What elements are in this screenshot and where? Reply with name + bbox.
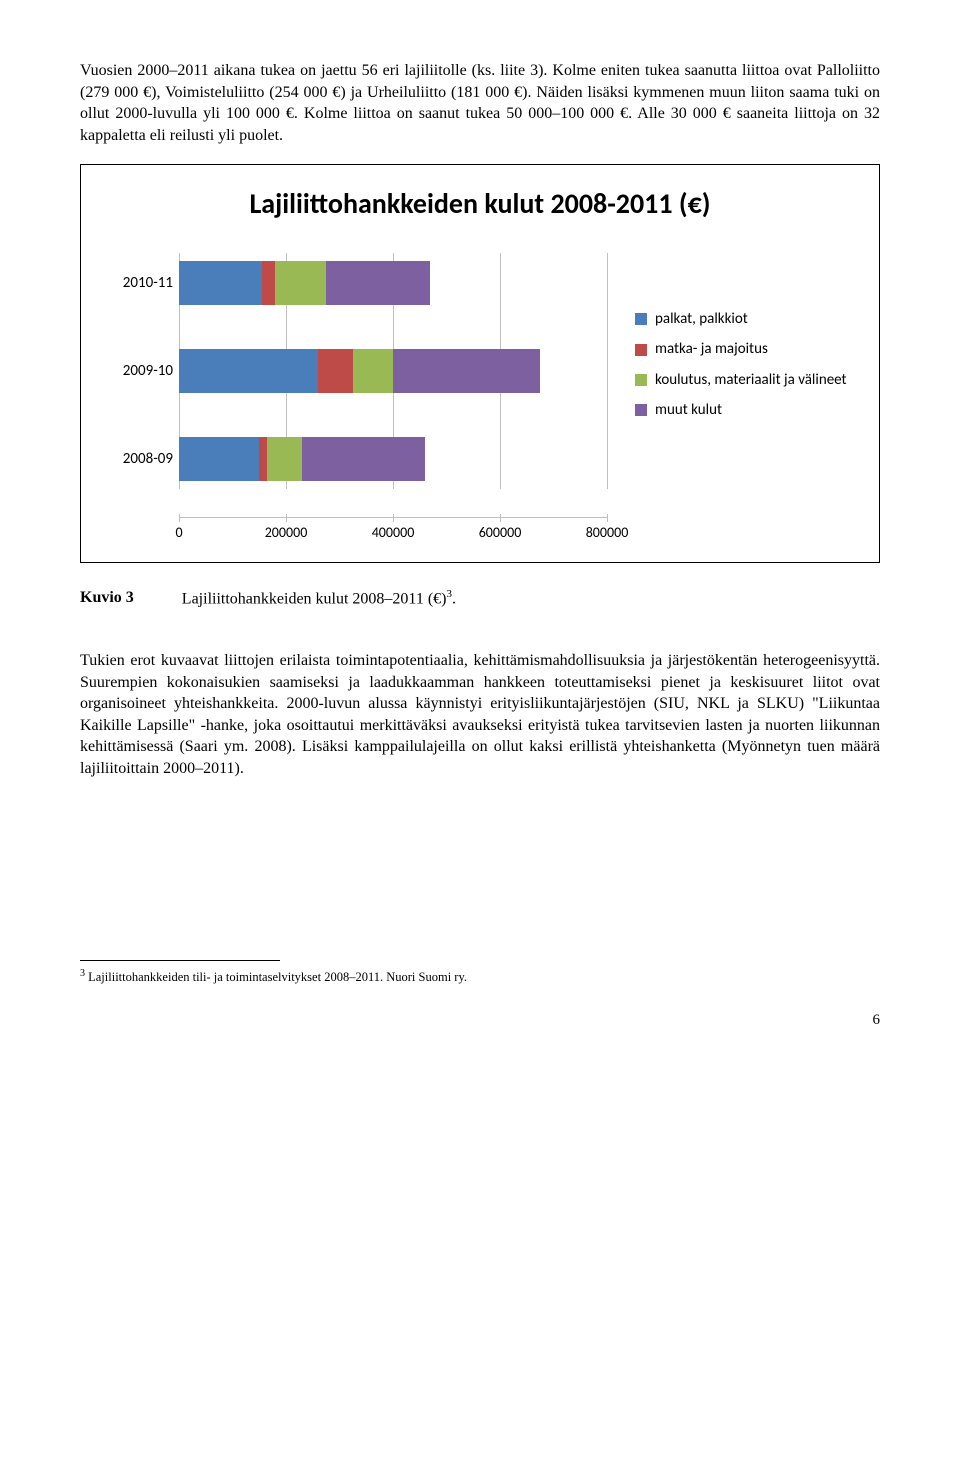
legend-swatch-icon	[635, 404, 647, 416]
bar-row: 2009-10	[105, 341, 607, 401]
bar-segment-palkat	[179, 437, 259, 481]
figure-caption: Kuvio 3 Lajiliittohankkeiden kulut 2008–…	[80, 587, 880, 610]
axis-tick-label: 0	[175, 524, 182, 543]
bar-segment-muut	[302, 437, 425, 481]
caption-key: Kuvio 3	[80, 587, 134, 610]
bar-segment-matka	[318, 349, 353, 393]
bar-segment-matka	[259, 437, 267, 481]
bar-segment-koulutus	[275, 261, 326, 305]
bar-label: 2010-11	[105, 273, 179, 293]
footnote: 3 Lajiliittohankkeiden tili- ja toiminta…	[80, 967, 880, 986]
bar-label: 2009-10	[105, 361, 179, 381]
bar-label: 2008-09	[105, 449, 179, 469]
legend-label: matka- ja majoitus	[655, 339, 768, 359]
footnote-separator	[80, 960, 280, 961]
bar-segment-koulutus	[267, 437, 302, 481]
legend-label: muut kulut	[655, 400, 722, 420]
bar-segment-palkat	[179, 349, 318, 393]
legend-swatch-icon	[635, 344, 647, 356]
legend-label: palkat, palkkiot	[655, 309, 748, 329]
caption-text: Lajiliittohankkeiden kulut 2008–2011 (€)…	[182, 587, 456, 610]
paragraph-2: Tukien erot kuvaavat liittojen erilaista…	[80, 650, 880, 780]
legend-swatch-icon	[635, 313, 647, 325]
bar-segment-muut	[393, 349, 540, 393]
x-axis: 0200000400000600000800000	[179, 517, 607, 544]
axis-tick-label: 800000	[586, 524, 629, 543]
axis-tick-label: 600000	[479, 524, 522, 543]
bar-segment-matka	[262, 261, 275, 305]
legend-item-muut: muut kulut	[635, 400, 855, 420]
chart-container: Lajiliittohankkeiden kulut 2008-2011 (€)…	[80, 164, 880, 563]
legend-label: koulutus, materiaalit ja välineet	[655, 370, 847, 390]
bar-row: 2008-09	[105, 429, 607, 489]
legend-item-palkat: palkat, palkkiot	[635, 309, 855, 329]
chart-plot: 2010-11 2009-10 2008-09 0 200000 400000 60000…	[105, 253, 607, 544]
page-number: 6	[80, 1010, 880, 1030]
bar-segment-koulutus	[353, 349, 393, 393]
legend-item-koulutus: koulutus, materiaalit ja välineet	[635, 370, 855, 390]
bar-segment-palkat	[179, 261, 262, 305]
legend-swatch-icon	[635, 374, 647, 386]
axis-tick-label: 200000	[265, 524, 308, 543]
bar-segment-muut	[326, 261, 430, 305]
chart-legend: palkat, palkkiot matka- ja majoitus koulut…	[635, 253, 855, 544]
chart-title: Lajiliittohankkeiden kulut 2008-2011 (€)	[105, 185, 855, 223]
axis-tick-label: 400000	[372, 524, 415, 543]
paragraph-1: Vuosien 2000–2011 aikana tukea on jaettu…	[80, 60, 880, 146]
legend-item-matka: matka- ja majoitus	[635, 339, 855, 359]
bar-row: 2010-11	[105, 253, 607, 313]
